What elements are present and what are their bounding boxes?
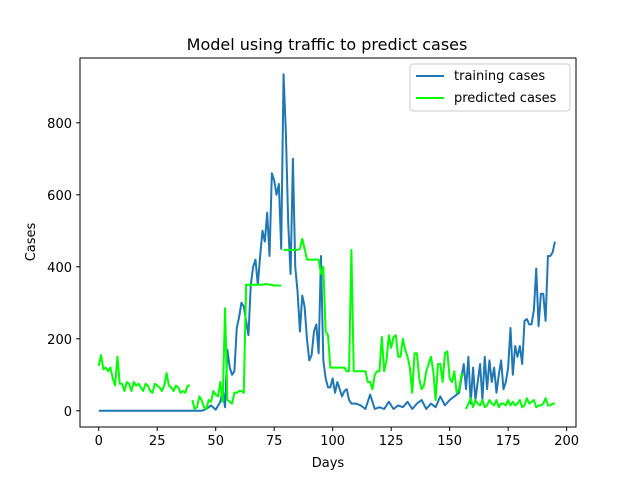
plot-lines [97,73,556,412]
y-axis: 0 200 400 600 800 [47,117,80,420]
series-line-predicted-cases-segment-1 [97,354,190,394]
chart-title: Model using traffic to predict cases [187,35,468,54]
series-line-predicted-cases-segment-4 [465,397,555,410]
x-tick-label: 25 [149,434,166,449]
x-axis-label: Days [312,456,345,471]
series-line-training-cases-segment-1 [98,73,556,412]
plot-frame [79,57,577,428]
x-tick-label: 125 [379,434,404,449]
y-tick-label: 800 [47,117,72,132]
x-axis: 0 25 50 75 100 125 150 175 200 [95,427,579,449]
x-tick-label: 100 [320,434,345,449]
y-tick-label: 400 [47,261,72,276]
x-tick-label: 0 [95,434,103,449]
legend-label-training-cases: training cases [454,69,545,84]
x-tick-label: 150 [437,434,462,449]
x-tick-label: 175 [496,434,521,449]
y-tick-label: 0 [64,405,72,420]
x-tick-label: 200 [554,434,579,449]
series-line-predicted-cases-segment-3 [283,237,464,401]
legend-label-predicted-cases: predicted cases [454,91,557,106]
y-axis-label: Cases [24,222,39,261]
legend-box [409,63,571,112]
y-tick-label: 200 [47,333,72,348]
legend: training cases predicted cases [409,63,571,112]
series-line-predicted-cases-segment-2 [191,283,282,410]
x-tick-label: 50 [207,434,224,449]
y-tick-label: 600 [47,189,72,204]
x-tick-label: 75 [266,434,283,449]
